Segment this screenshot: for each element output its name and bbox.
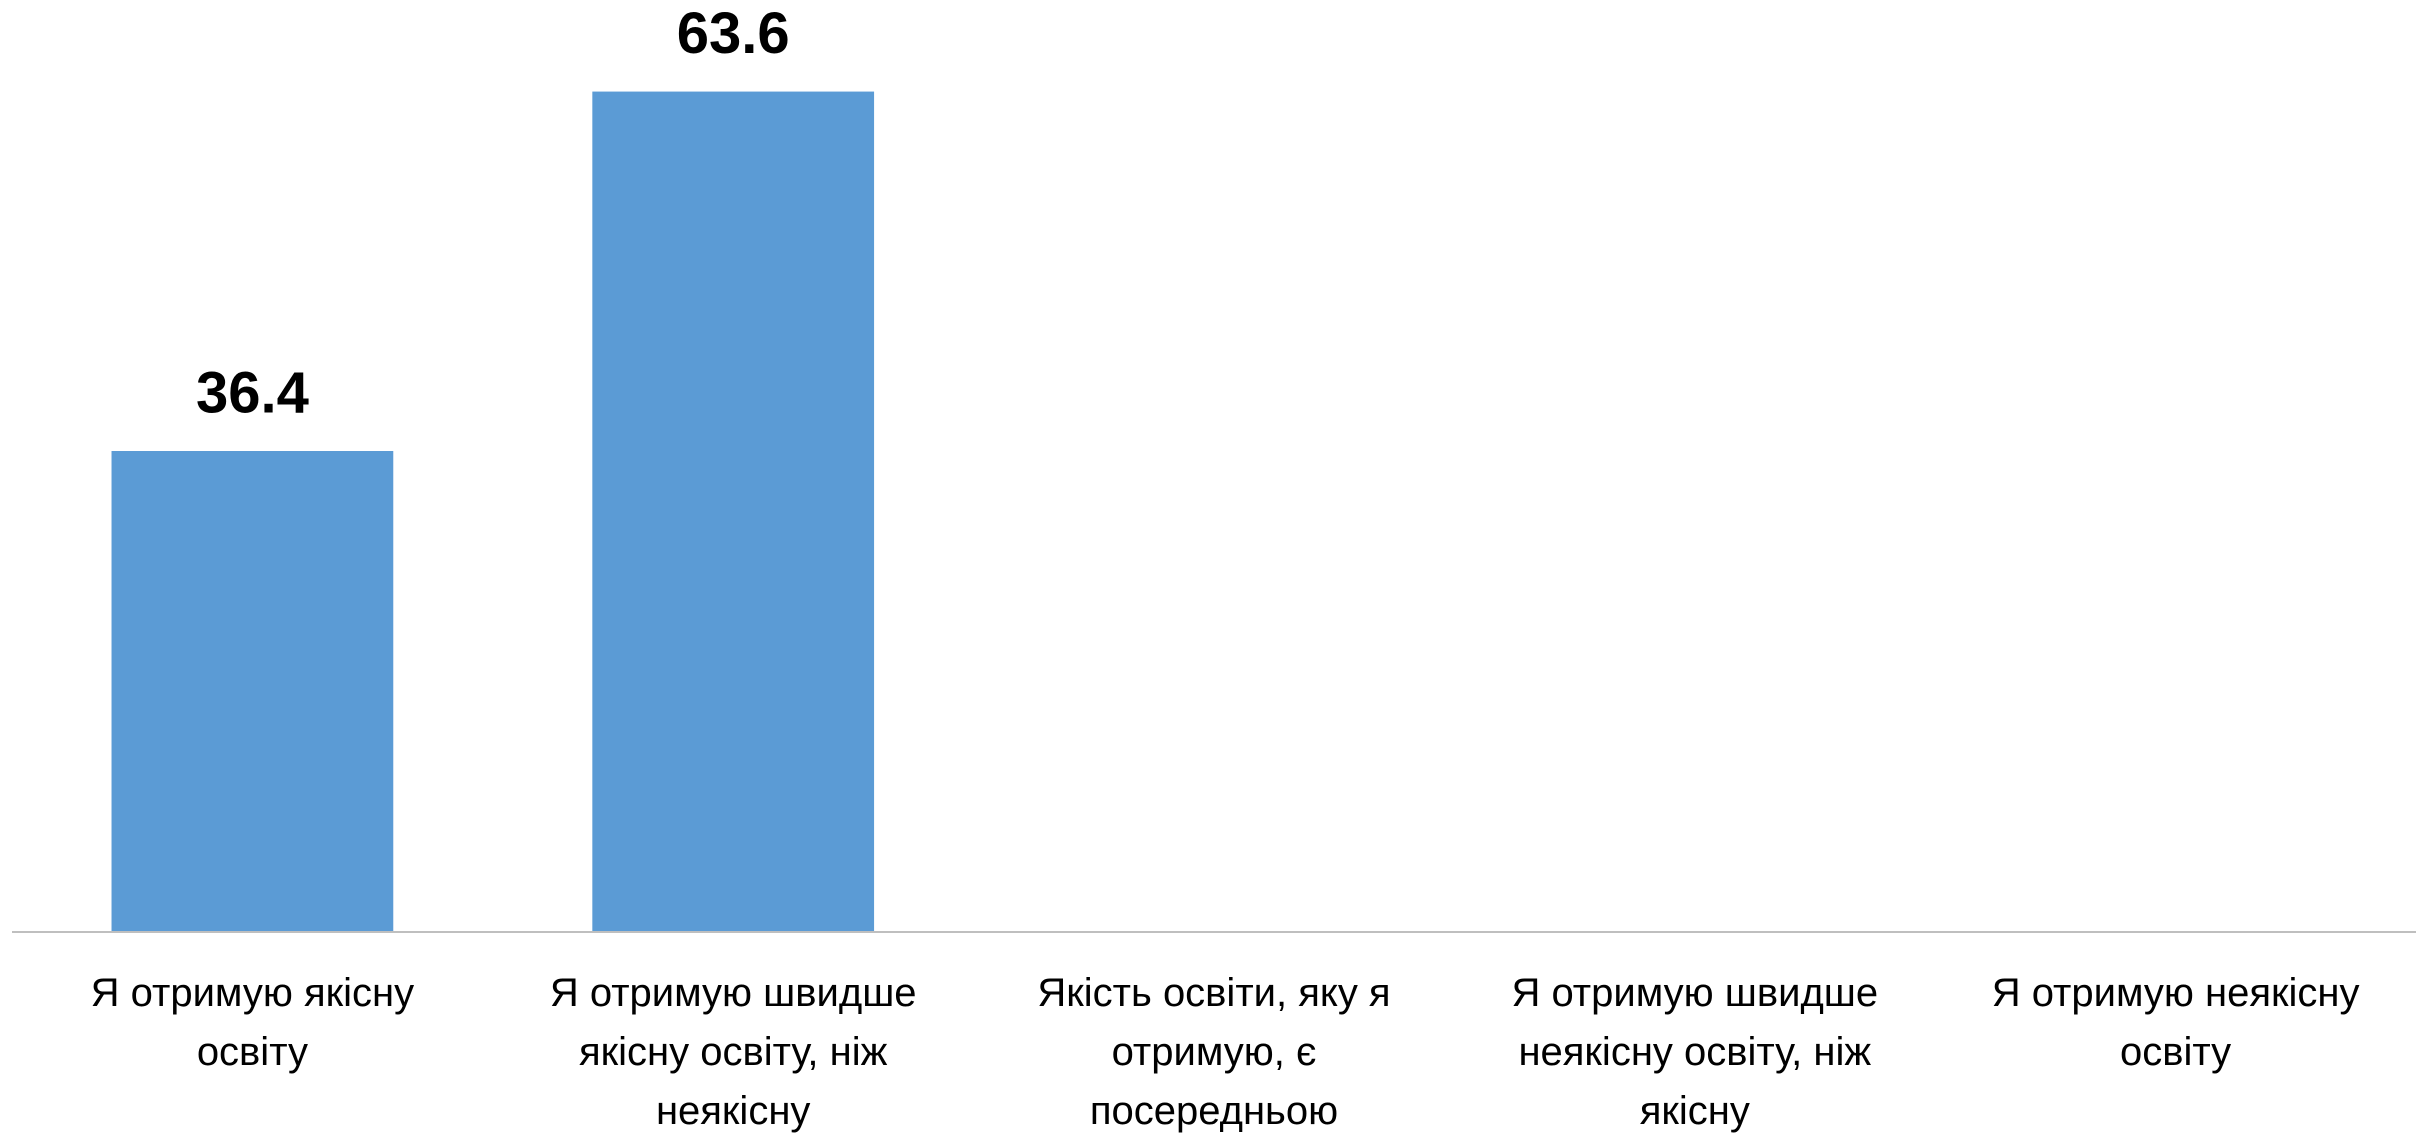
x-tick-label: Я отримую швидше якісну освіту, ніж неяк… xyxy=(549,971,917,1133)
x-tick-label: Я отримую неякісну освіту xyxy=(1991,971,2360,1074)
bar xyxy=(111,451,394,932)
x-tick-label: Я отримую якісну освіту xyxy=(90,971,415,1074)
data-label: 36.4 xyxy=(196,360,309,425)
data-label: 63.6 xyxy=(677,1,790,66)
bar xyxy=(592,91,875,933)
x-tick-label: Я отримую швидше неякісну освіту, ніж як… xyxy=(1511,971,1879,1133)
x-tick-label: Якість освіти, яку я отримую, є посередн… xyxy=(1037,971,1391,1133)
